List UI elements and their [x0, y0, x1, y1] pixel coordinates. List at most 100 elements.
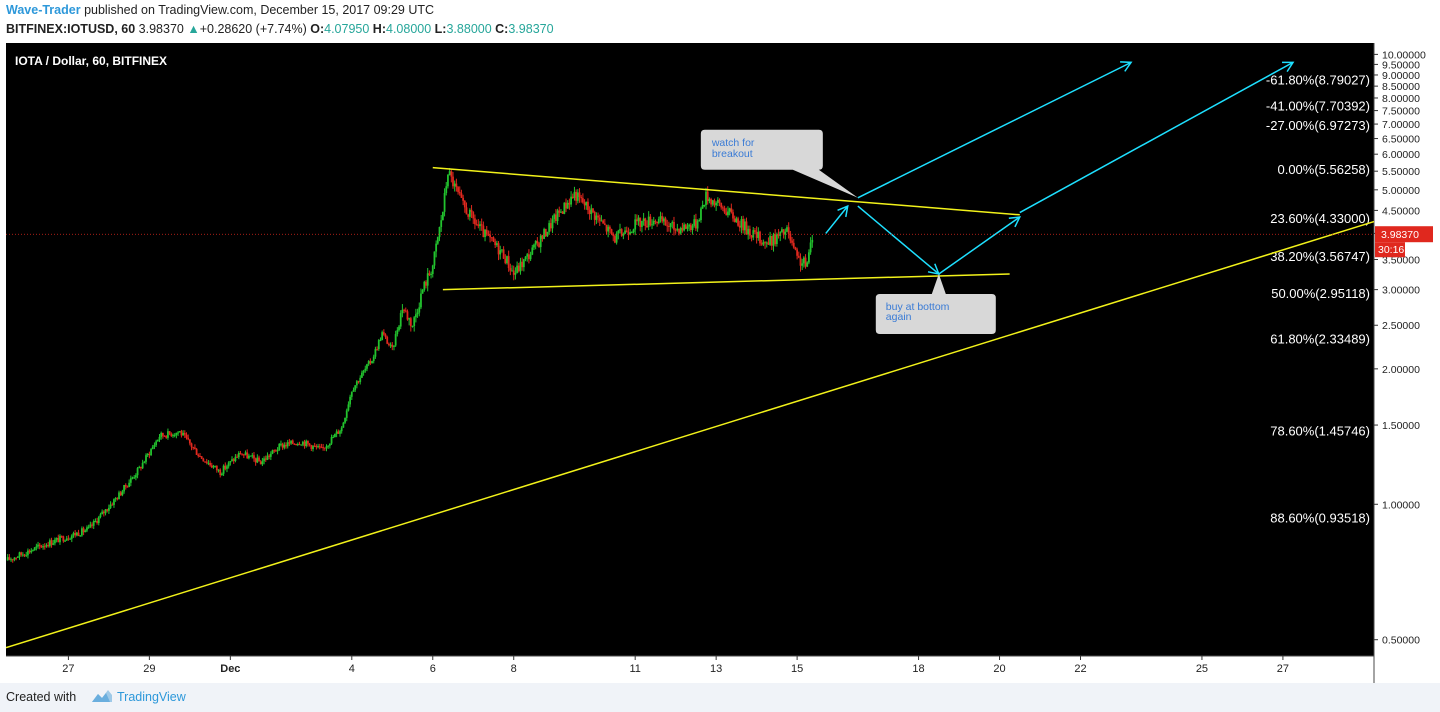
candle-body [77, 532, 80, 536]
candle-body [382, 332, 385, 335]
candle-body [507, 256, 510, 269]
candle-body [21, 554, 24, 556]
price-tick-label: 10.00000 [1382, 49, 1426, 61]
candle-body [372, 356, 375, 362]
candle-body [249, 455, 252, 457]
projection-arrow [938, 216, 1021, 275]
time-tick-label: 25 [1196, 663, 1208, 675]
candle-body [195, 448, 198, 455]
candle-body [268, 455, 271, 457]
candle-body [489, 234, 492, 238]
candle-body [111, 504, 114, 506]
candle-body [681, 227, 684, 231]
candle-body [82, 528, 85, 533]
candle-body [138, 466, 141, 469]
low-value: 3.88000 [446, 22, 492, 36]
candle-body [770, 235, 773, 246]
candle-body [355, 381, 358, 386]
candle-body [485, 229, 488, 235]
candle-body [538, 243, 540, 248]
candle-body [536, 240, 539, 244]
candle-body [67, 538, 70, 540]
candle-body [676, 228, 679, 231]
price-tick-label: 9.00000 [1382, 70, 1420, 82]
candle-body [118, 492, 120, 500]
projection-arrow [857, 61, 1132, 199]
price-axis-background [1374, 43, 1434, 683]
candle-body [194, 447, 196, 449]
candle-body [187, 437, 190, 440]
candle-body [581, 198, 584, 203]
candle-body [754, 230, 756, 232]
candle-body [421, 289, 424, 294]
price-tick-label: 7.50000 [1382, 106, 1420, 118]
candle-body [760, 243, 763, 245]
candle-body [102, 511, 105, 514]
time-tick-label: 27 [62, 663, 74, 675]
candle-body [637, 217, 640, 222]
candle-body [69, 538, 71, 540]
time-tick-label: 27 [1277, 663, 1289, 675]
candle-body [549, 223, 552, 229]
candle-body [703, 205, 706, 207]
tradingview-cloud-icon[interactable] [88, 687, 114, 710]
price-tick-label: 8.00000 [1382, 93, 1420, 105]
candle-body [219, 469, 222, 476]
tradingview-link[interactable]: TradingView [117, 690, 186, 704]
candle-body [666, 225, 669, 227]
candle-body [625, 230, 628, 233]
fib-level-label: -61.80%(8.79027) [1266, 73, 1370, 88]
arrowhead-icon [837, 204, 849, 218]
candle-body [210, 465, 213, 468]
candle-body [35, 546, 38, 548]
candle-body [797, 255, 800, 258]
candle-body [541, 235, 544, 239]
candle-body [119, 492, 122, 496]
price-tick-label: 1.50000 [1382, 420, 1420, 432]
time-axis-background [6, 656, 1374, 683]
candle-body [271, 450, 274, 454]
fib-labels: -61.80%(8.79027) -41.00%(7.70392) -27.00%(… [1266, 73, 1370, 526]
candle-body [566, 202, 569, 209]
candle-body [420, 293, 422, 308]
author-link[interactable]: Wave-Trader [6, 3, 81, 17]
candle-body [274, 450, 277, 452]
price-chart[interactable]: IOTA / Dollar, 60, BITFINEX -61.80%(8.79… [6, 43, 1434, 683]
candle-body [693, 219, 696, 226]
candle-body [408, 318, 411, 320]
candle-body [497, 243, 500, 255]
time-tick-label: 8 [511, 663, 517, 675]
candle-body [325, 446, 328, 449]
callout-text: breakout [712, 148, 753, 160]
candle-body [25, 555, 28, 557]
candle-body [738, 225, 741, 228]
candle-body [786, 227, 788, 232]
candle-body [199, 456, 201, 458]
candle-body [713, 200, 716, 206]
candle-body [499, 250, 502, 255]
candle-body [504, 258, 507, 264]
candle-body [202, 458, 205, 462]
price-tick-label: 1.00000 [1382, 499, 1420, 511]
projection-arrow [1019, 61, 1294, 214]
candle-body [748, 228, 751, 236]
candle-body [811, 239, 814, 243]
price-tick-label: 6.50000 [1382, 134, 1420, 146]
candle-body [647, 216, 650, 228]
candle-body [578, 192, 581, 198]
candle-body [560, 211, 562, 213]
chart-panel[interactable]: IOTA / Dollar, 60, BITFINEX -61.80%(8.79… [6, 43, 1434, 683]
candle-body [605, 224, 608, 232]
candle-body [384, 334, 387, 338]
candle-body [205, 461, 208, 463]
trendline-triangle-upper [432, 166, 1020, 216]
candle-body [173, 435, 176, 437]
candle-body [747, 228, 750, 235]
candle-body [585, 201, 588, 206]
candle-body [116, 498, 119, 500]
candle-body [121, 491, 124, 496]
candle-body [619, 229, 621, 231]
candle-body [539, 235, 542, 248]
candle-body [598, 217, 601, 221]
